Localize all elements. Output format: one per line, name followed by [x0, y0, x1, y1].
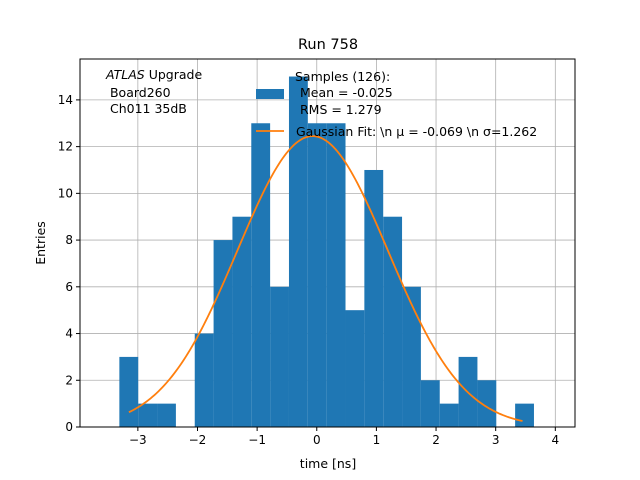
- histogram-bar: [364, 169, 384, 427]
- histogram-bar: [119, 356, 139, 427]
- y-tick-label: 6: [65, 280, 73, 294]
- histogram-bar: [307, 123, 327, 427]
- histogram-bar: [232, 216, 252, 427]
- svg-text:ATLAS Upgrade: ATLAS Upgrade: [105, 67, 202, 82]
- histogram-bar: [477, 380, 497, 427]
- histogram-bar: [213, 240, 233, 427]
- y-tick-label: 10: [58, 186, 73, 200]
- y-tick-label: 2: [65, 373, 73, 387]
- legend-patch-samples: [256, 89, 284, 99]
- x-tick-label: 2: [432, 433, 440, 447]
- histogram-bars: [119, 76, 534, 428]
- axes-frame: [79, 58, 576, 428]
- y-tick-label: 14: [58, 93, 73, 107]
- y-axis-label: Entries: [33, 221, 48, 265]
- histogram-bar: [270, 286, 289, 427]
- x-tick-label: 3: [492, 433, 500, 447]
- annotation-upgrade: Upgrade: [145, 67, 203, 82]
- legend-fit-label: Gaussian Fit: \n μ = -0.069 \n σ=1.262: [296, 124, 537, 139]
- legend-samples-label: Samples (126):: [295, 69, 390, 84]
- x-axis-label: time [ns]: [300, 456, 356, 471]
- histogram-bar: [402, 286, 421, 427]
- annotation-board: Board260: [106, 85, 171, 100]
- legend-mean-label: Mean = -0.025: [296, 85, 393, 100]
- chart-title: Run 758: [298, 37, 358, 53]
- y-tick-label: 12: [58, 140, 73, 154]
- histogram-bar: [345, 310, 365, 427]
- histogram-bar: [439, 403, 459, 427]
- y-tick-label: 0: [65, 420, 73, 434]
- annotation-atlas: ATLAS: [105, 67, 145, 82]
- histogram-bar: [194, 333, 214, 427]
- histogram-bar: [515, 403, 534, 427]
- x-tick-label: 4: [551, 433, 559, 447]
- y-tick-label: 4: [65, 327, 73, 341]
- histogram-bar: [251, 123, 271, 427]
- gaussian-fit-line: [128, 135, 523, 422]
- histogram-bar: [138, 403, 158, 427]
- histogram-bar: [383, 216, 403, 427]
- x-tick-label: 1: [373, 433, 381, 447]
- legend-rms-label: RMS = 1.279: [296, 102, 382, 117]
- y-tick-label: 8: [65, 233, 73, 247]
- atlas-annotation: ATLAS Upgrade Board260 Ch011 35dB: [105, 67, 202, 116]
- annotation-channel: Ch011 35dB: [106, 101, 187, 116]
- x-tick-label: −2: [189, 433, 207, 447]
- histogram-bar: [288, 76, 308, 428]
- x-tick-label: −1: [248, 433, 266, 447]
- x-tick-label: −3: [129, 433, 147, 447]
- legend: Samples (126): Mean = -0.025 RMS = 1.279…: [256, 69, 537, 139]
- histogram-bar: [326, 123, 346, 427]
- x-tick-label: 0: [313, 433, 321, 447]
- histogram-bar: [420, 380, 440, 427]
- histogram-bar: [157, 403, 176, 427]
